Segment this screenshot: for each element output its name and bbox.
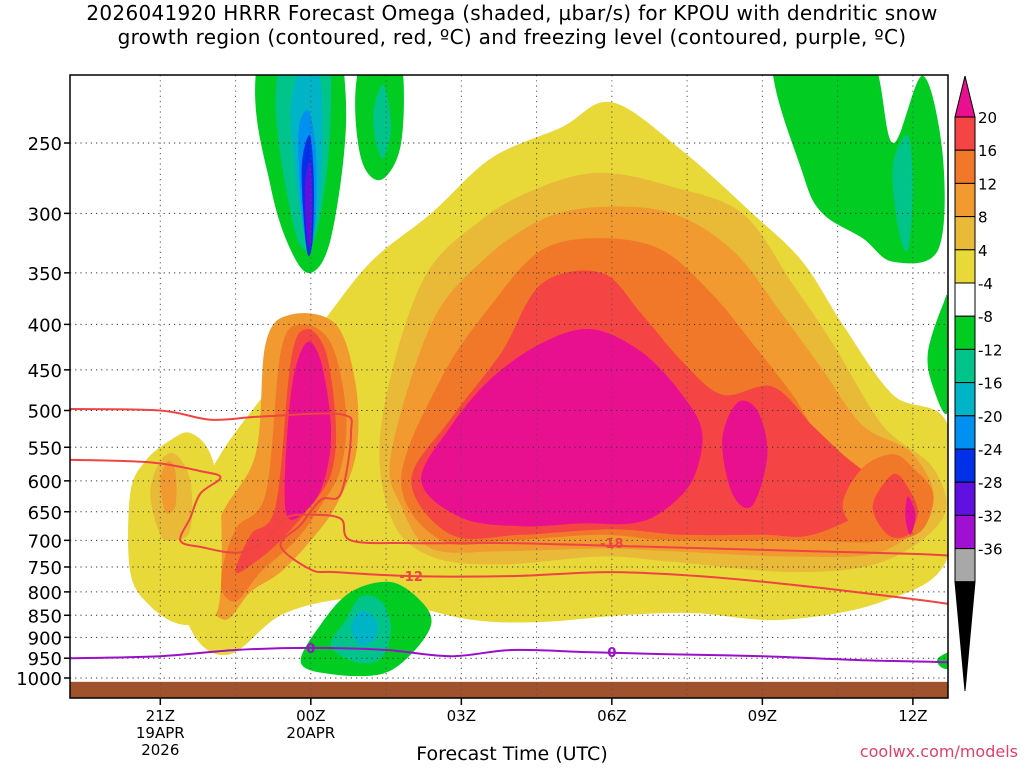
- y-tick-label-300: 300: [28, 204, 62, 225]
- colorbar-segment--4-0: [954, 282, 976, 317]
- colorbar-segment--8--4: [954, 315, 976, 350]
- contour-label--12C: -12: [399, 570, 423, 585]
- y-tick-label-550: 550: [28, 438, 62, 459]
- contour-label--18C: -18: [600, 537, 624, 552]
- y-tick-label-700: 700: [28, 531, 62, 552]
- colorbar-label--36: -36: [978, 541, 1003, 559]
- y-tick-label-900: 900: [28, 628, 62, 649]
- omega-shade-left-ascent-2: [160, 460, 177, 514]
- colorbar-segment--36--32: [954, 548, 976, 583]
- omega-shade-low-level-descent-2: [351, 610, 378, 647]
- colorbar-segment--20--16: [954, 415, 976, 450]
- x-tick-year-21Z: 2026: [141, 741, 179, 759]
- colorbar-segment-16-20: [954, 116, 976, 151]
- x-tick-label-00Z: 00Z: [296, 707, 325, 725]
- colorbar-label--4: -4: [978, 275, 993, 293]
- colorbar-segment--12--8: [954, 348, 976, 384]
- ground-terrain: [70, 681, 948, 698]
- colorbar-segment--28--24: [954, 481, 976, 516]
- x-tick-label-21Z: 21Z: [146, 707, 175, 725]
- y-tick-label-750: 750: [28, 558, 62, 579]
- contour-label-0C: 0: [306, 642, 315, 657]
- omega-region-upper-right-descent: [773, 75, 948, 414]
- colorbar-segment-8-12: [954, 182, 976, 218]
- contour--12C: [70, 408, 948, 605]
- x-tick-label-12Z: 12Z: [898, 707, 927, 725]
- y-tick-label-250: 250: [28, 134, 62, 155]
- colorbar-label--16: -16: [978, 375, 1003, 393]
- colorbar-label-12: 12: [978, 175, 997, 193]
- omega-region-main-ascent: [175, 101, 948, 656]
- omega-region-upper-left-descent: [255, 75, 404, 274]
- omega-shade-left-column-3: [284, 341, 332, 520]
- contour-0C: [70, 646, 948, 664]
- y-tick-label-850: 850: [28, 606, 62, 627]
- colorbar-label-4: 4: [978, 242, 988, 260]
- y-tick-label-1000: 1000: [16, 669, 62, 690]
- chart-title-line-2: growth region (contoured, red, ºC) and f…: [117, 25, 907, 49]
- x-tick-label-09Z: 09Z: [748, 707, 777, 725]
- y-tick-label-450: 450: [28, 361, 62, 382]
- plot-frame: [69, 74, 949, 699]
- x-axis-label: Forecast Time (UTC): [416, 743, 608, 765]
- x-tick-label-03Z: 03Z: [447, 707, 476, 725]
- chart-title-line-1: 2026041920 HRRR Forecast Omega (shaded, …: [86, 1, 938, 25]
- colorbar-segment--16--12: [954, 382, 976, 417]
- x-tick-date-00Z: 20APR: [286, 724, 335, 742]
- y-tick-label-350: 350: [28, 264, 62, 285]
- omega-shade-upper-right-descent-1: [892, 134, 913, 252]
- temperature-contours: -12 -18 0 0: [70, 408, 948, 664]
- colorbar-label--20: -20: [978, 408, 1003, 426]
- colorbar-label--24: -24: [978, 441, 1003, 459]
- colorbar-segment-0-4: [954, 249, 976, 284]
- omega-region-low-level-descent: [300, 581, 948, 677]
- omega-shade-upper-right-descent-2: [927, 294, 948, 414]
- colorbar-label--12: -12: [978, 341, 1003, 359]
- y-tick-label-400: 400: [28, 315, 62, 336]
- watermark: coolwx.com/models: [859, 742, 1018, 761]
- dotted-grid: [70, 75, 948, 698]
- colorbar: 20 16 12 8 4 -4 -8 -12 -16 -20 -24 -28 -32 -36: [954, 75, 1003, 692]
- omega-shade-main-ascent-5: [421, 329, 703, 527]
- colorbar-segment--24--20: [954, 448, 976, 483]
- colorbar-top-arrow: [954, 75, 976, 118]
- y-tick-label-600: 600: [28, 472, 62, 493]
- x-tick-label-06Z: 06Z: [597, 707, 626, 725]
- colorbar-segment-12-16: [954, 149, 976, 184]
- contour-label-0C-label2: 0: [607, 646, 616, 661]
- terrain-ground-layer: [70, 681, 948, 698]
- omega-shade-right-cells-2: [905, 496, 916, 535]
- omega-shade-upper-right-descent-0: [773, 75, 945, 264]
- colorbar-bottom-arrow: [954, 581, 976, 692]
- omega-shade-upper-left-descent-7: [373, 84, 392, 159]
- colorbar-label-20: 20: [978, 109, 997, 127]
- omega-shade-right-cells-3: [722, 400, 768, 509]
- pressure-axis: 2503003504004505005506006507007508008509…: [16, 134, 70, 690]
- colorbar-label-16: 16: [978, 142, 997, 160]
- colorbar-segment-4-8: [954, 216, 976, 251]
- colorbar-label--8: -8: [978, 308, 993, 326]
- omega-region-left-ascent: [128, 432, 222, 626]
- omega-shading-layer: [128, 75, 948, 677]
- omega-region-left-column: [205, 313, 359, 620]
- x-tick-date-21Z: 19APR: [136, 724, 185, 742]
- y-tick-label-500: 500: [28, 402, 62, 423]
- colorbar-label-8: 8: [978, 209, 988, 227]
- omega-region-right-cells: [722, 400, 934, 541]
- contour--18C: [70, 458, 948, 557]
- y-tick-label-800: 800: [28, 583, 62, 604]
- y-tick-label-650: 650: [28, 503, 62, 524]
- omega-shade-low-level-descent-3: [937, 652, 948, 670]
- colorbar-segment--32--28: [954, 514, 976, 550]
- colorbar-label--32: -32: [978, 507, 1003, 525]
- colorbar-label--28: -28: [978, 474, 1003, 492]
- y-tick-label-950: 950: [28, 649, 62, 670]
